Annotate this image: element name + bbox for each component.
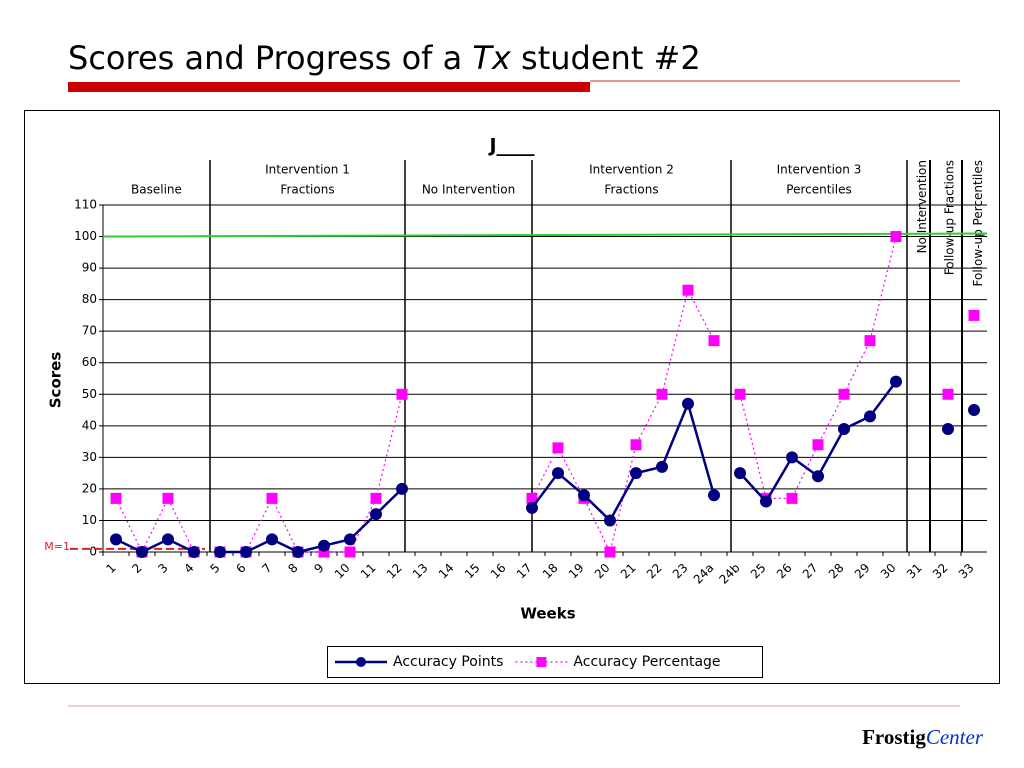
phase-label: Baseline <box>131 183 182 197</box>
data-point <box>396 482 408 495</box>
data-point <box>240 546 252 558</box>
y-tick-label: 70 <box>82 324 97 338</box>
y-axis-label: Scores <box>47 352 65 409</box>
data-point <box>136 546 148 558</box>
y-tick-label: 110 <box>74 198 97 212</box>
phase-label: Fractions <box>280 183 334 197</box>
chart-frame <box>24 110 1000 684</box>
data-point <box>370 508 382 521</box>
y-tick-label: 10 <box>82 513 97 527</box>
phase-label: No Intervention <box>915 160 929 253</box>
y-tick-label: 100 <box>74 229 97 243</box>
title-part: student #2 <box>511 39 701 77</box>
phase-label: No Intervention <box>422 183 515 197</box>
footer-logo: FrostigCenter <box>862 725 984 749</box>
phase-label: Follow-up Percentiles <box>971 160 985 286</box>
footer-part: Frostig <box>862 725 926 749</box>
y-tick-label: 90 <box>82 261 97 275</box>
footer-part: Center <box>926 725 984 749</box>
data-point <box>578 489 590 502</box>
data-point <box>734 467 746 480</box>
data-point <box>890 375 902 388</box>
phase-label: Percentiles <box>786 183 851 197</box>
data-point <box>318 539 330 552</box>
data-point <box>526 492 538 504</box>
data-point <box>604 546 616 558</box>
data-point <box>630 467 642 480</box>
legend-marker <box>356 657 366 667</box>
chart-title: J____ <box>487 135 535 157</box>
data-point <box>708 335 720 347</box>
y-tick-label: 0 <box>89 545 97 559</box>
data-point <box>344 546 356 558</box>
series-line <box>531 288 715 554</box>
data-point <box>214 546 226 558</box>
data-point <box>864 335 876 347</box>
data-point <box>396 388 408 400</box>
data-point <box>552 442 564 454</box>
data-point <box>656 388 668 400</box>
phase-label: Follow-up Fractions <box>943 160 957 275</box>
legend-label: Accuracy Points <box>393 654 503 670</box>
data-point <box>942 388 954 400</box>
data-point <box>604 514 616 527</box>
phase-label: Intervention 2 <box>589 163 674 177</box>
y-tick-label: 80 <box>82 292 97 306</box>
data-point <box>266 533 278 546</box>
data-point <box>682 397 694 410</box>
data-point <box>734 388 746 400</box>
data-point <box>656 460 668 473</box>
data-point <box>968 404 980 417</box>
data-point <box>162 492 174 504</box>
data-point <box>812 470 824 483</box>
phase-label: Intervention 3 <box>777 163 862 177</box>
legend-label: Accuracy Percentage <box>573 654 720 670</box>
phase-label: Intervention 1 <box>265 163 350 177</box>
data-point <box>812 439 824 451</box>
legend: Accuracy Points Accuracy Percentage <box>327 646 763 678</box>
legend-box <box>327 646 763 678</box>
data-point <box>162 533 174 546</box>
y-tick-label: 60 <box>82 355 97 369</box>
data-point <box>682 284 694 296</box>
data-point <box>292 546 304 558</box>
reference-line <box>102 232 988 238</box>
slide-title: Scores and Progress of a Tx student #2 <box>68 39 701 77</box>
data-point <box>968 309 980 321</box>
data-point <box>942 422 954 435</box>
phase-label: Fractions <box>604 183 658 197</box>
series-line <box>115 537 195 554</box>
data-point <box>708 489 720 502</box>
data-point <box>110 492 122 504</box>
title-part: Tx <box>472 39 512 77</box>
data-point <box>786 492 798 504</box>
y-tick-label: 50 <box>82 387 97 401</box>
title-part: Scores and Progress of a <box>68 39 472 77</box>
data-point <box>786 451 798 464</box>
series-line <box>220 394 403 553</box>
data-point <box>838 422 850 435</box>
data-point <box>552 467 564 480</box>
data-point <box>760 495 772 508</box>
data-point <box>344 533 356 546</box>
data-point <box>890 231 902 243</box>
data-point <box>110 533 122 546</box>
data-point <box>370 492 382 504</box>
title-bar <box>68 82 590 92</box>
y-tick-label: 40 <box>82 418 97 432</box>
x-axis-label: Weeks <box>520 605 575 623</box>
data-point <box>630 439 642 451</box>
data-point <box>188 546 200 558</box>
y-tick-label: 20 <box>82 481 97 495</box>
data-point <box>864 410 876 423</box>
data-point <box>838 388 850 400</box>
data-point <box>266 492 278 504</box>
y-tick-label: 30 <box>82 450 97 464</box>
data-point <box>318 546 330 558</box>
legend-marker <box>536 657 547 667</box>
reference-label: M=1 <box>44 540 70 553</box>
data-point <box>526 501 538 514</box>
